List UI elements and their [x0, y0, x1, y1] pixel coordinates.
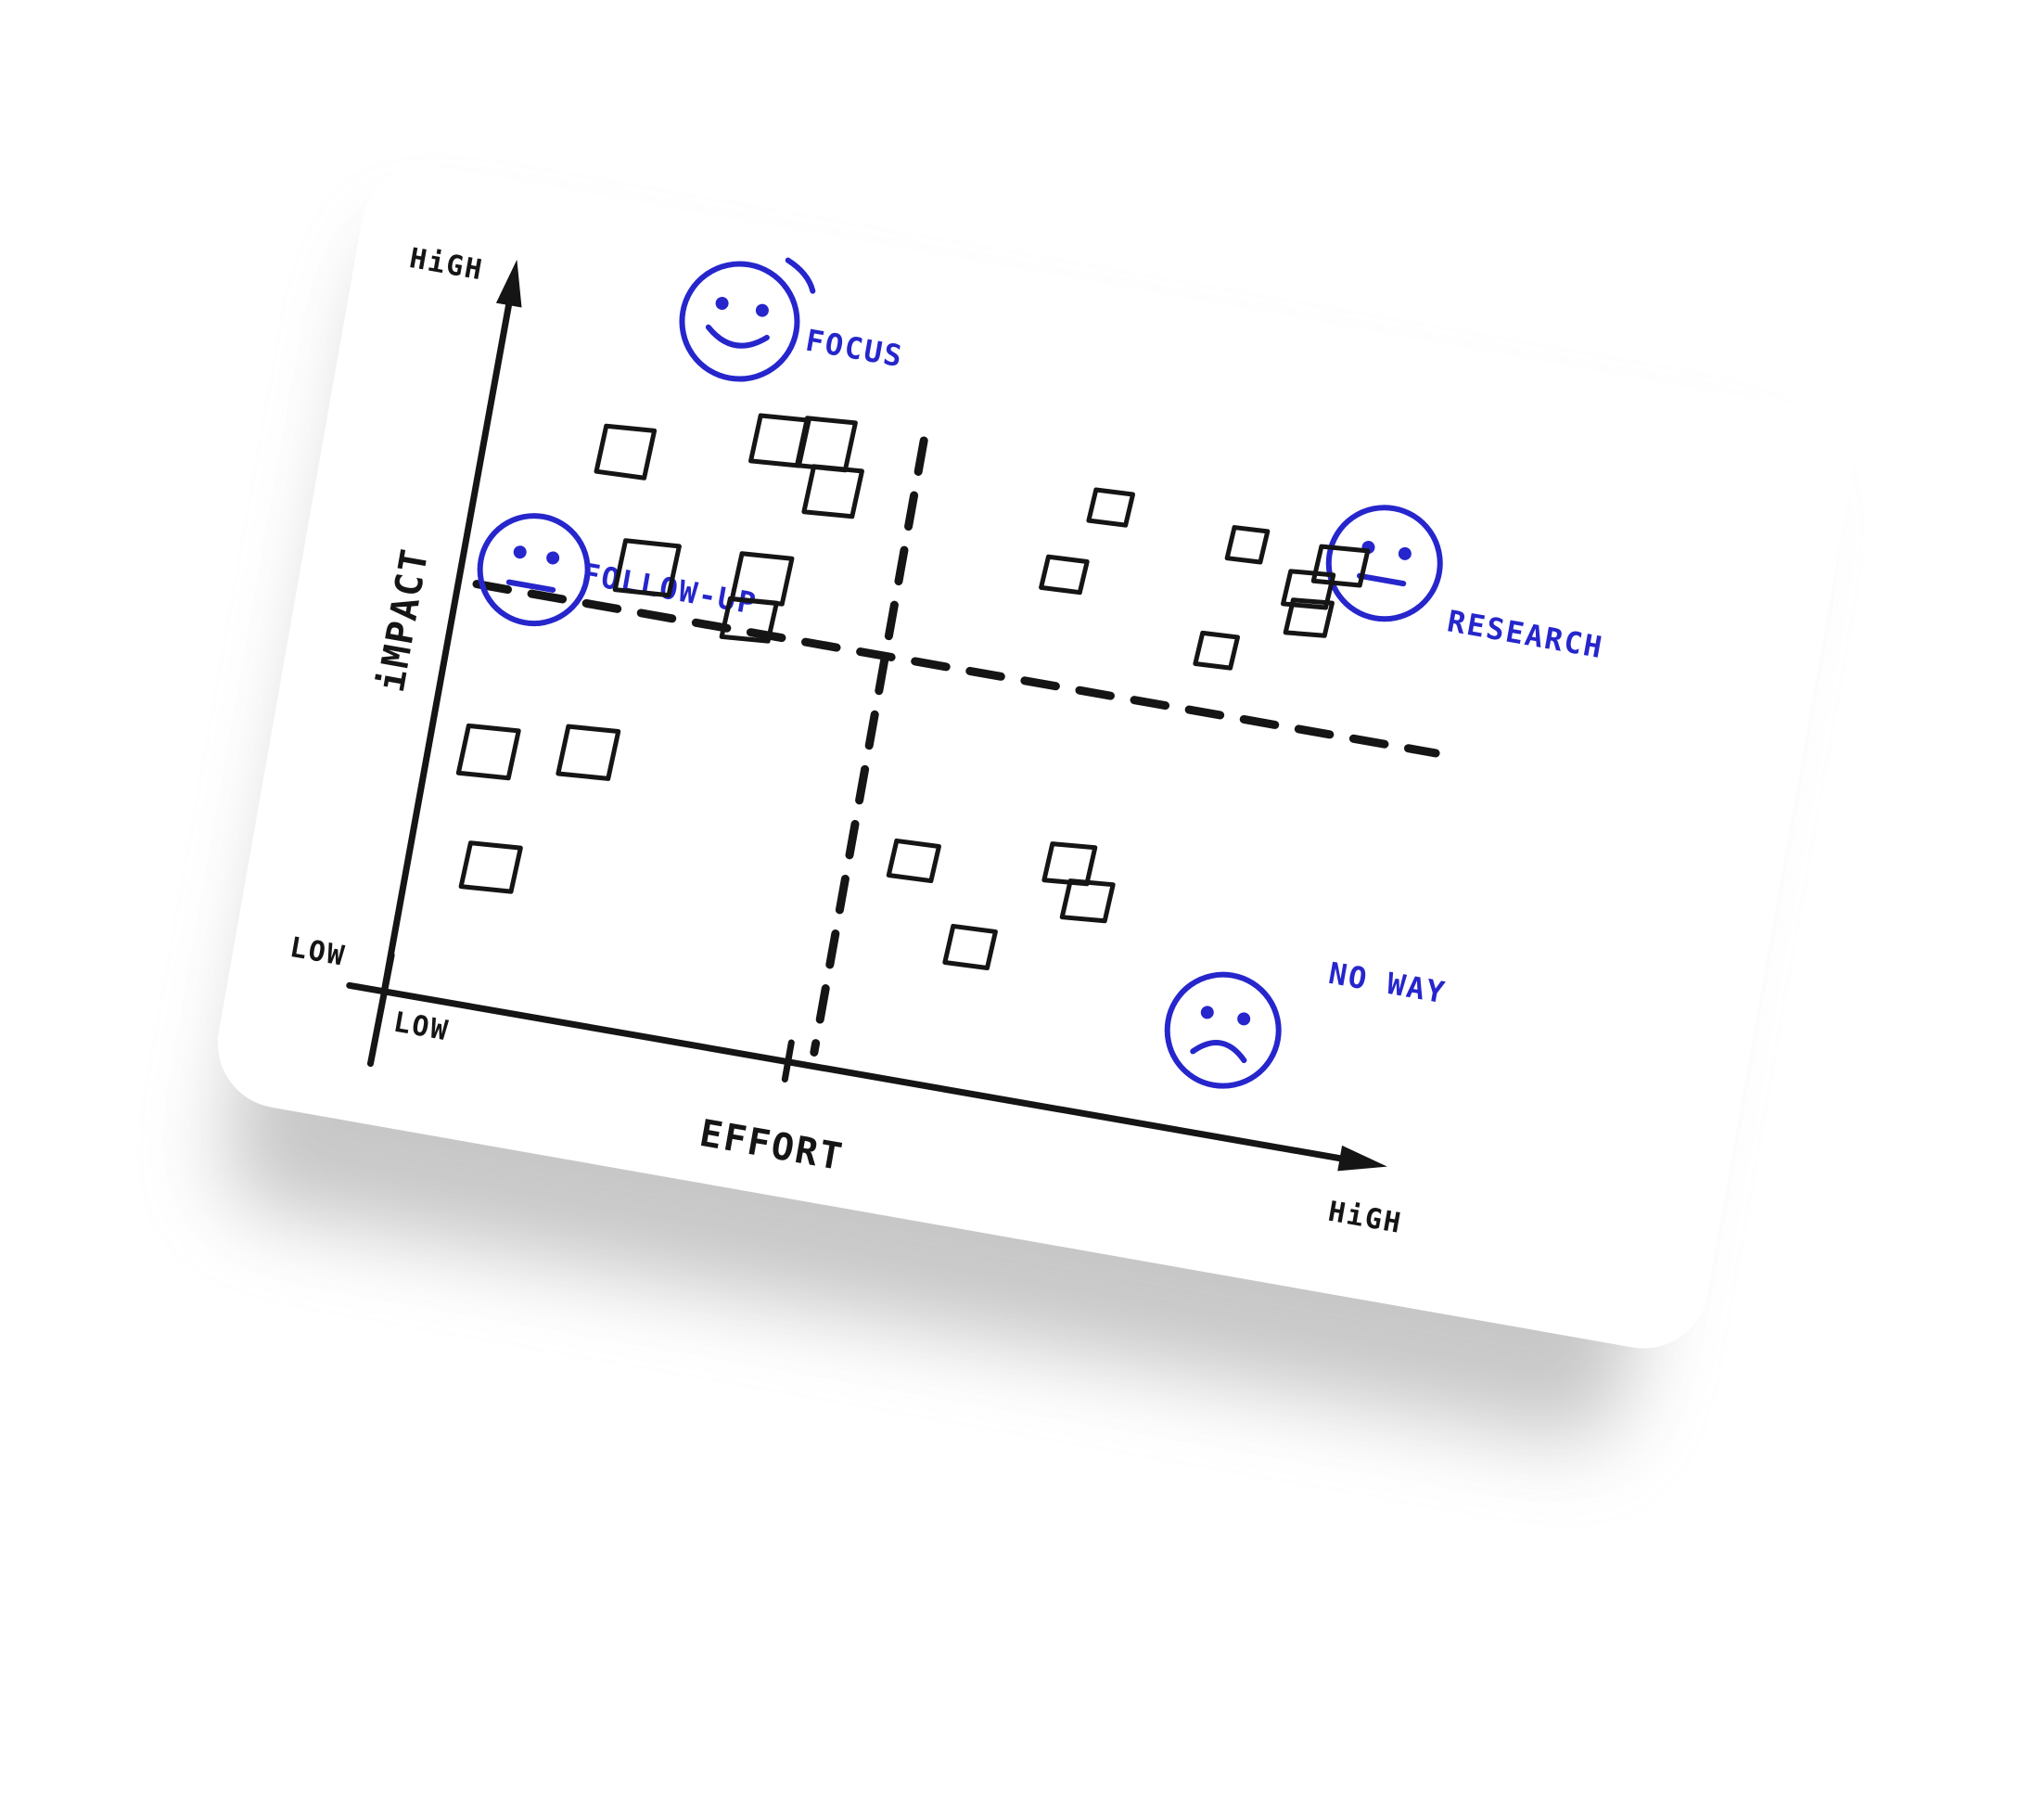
neutral-face-icon: [477, 513, 591, 627]
y-axis-line: [381, 269, 518, 992]
sticky-note: [1224, 525, 1271, 565]
sticky-note: [1310, 544, 1371, 588]
sticky-notes: [455, 413, 1371, 970]
sticky-note: [594, 423, 658, 481]
horizontal-divider: [472, 580, 1440, 758]
sticky-note: [1193, 630, 1241, 671]
card-surface: [217, 165, 1852, 1349]
x-axis-line: [346, 981, 1374, 1168]
sticky-note: [612, 538, 682, 598]
smiley-face-icon: [679, 257, 816, 382]
sticky-note: [1283, 597, 1335, 638]
sticky-note: [1059, 878, 1116, 924]
sticky-note: [801, 464, 864, 519]
vertical-divider: [810, 436, 928, 1057]
x-midpoint-tick: [781, 1039, 795, 1083]
y-axis-arrow-icon: [495, 259, 522, 308]
sticky-note: [1086, 487, 1136, 528]
sticky-note: [729, 551, 795, 607]
sticky-note: [719, 596, 779, 644]
axes: [346, 269, 1374, 1168]
sad-face-icon: [1164, 971, 1282, 1089]
quadrant-dividers: [472, 436, 1440, 1057]
sticky-note: [886, 838, 941, 884]
sticky-note: [1281, 569, 1336, 610]
sticky-note: [458, 840, 523, 894]
sticky-note: [556, 724, 621, 781]
sticky-note: [455, 723, 521, 781]
sticky-note: [1039, 554, 1090, 596]
faces: [477, 257, 1443, 1089]
neutral-face-icon: [1325, 505, 1443, 622]
origin-tick: [366, 952, 395, 1068]
x-axis-arrow-icon: [1337, 1145, 1387, 1172]
sticky-note: [942, 923, 998, 970]
whiteboard-card: HiGH LOW LOW HiGH EFFORT iMPACT FOCUS RE…: [217, 165, 1852, 1349]
